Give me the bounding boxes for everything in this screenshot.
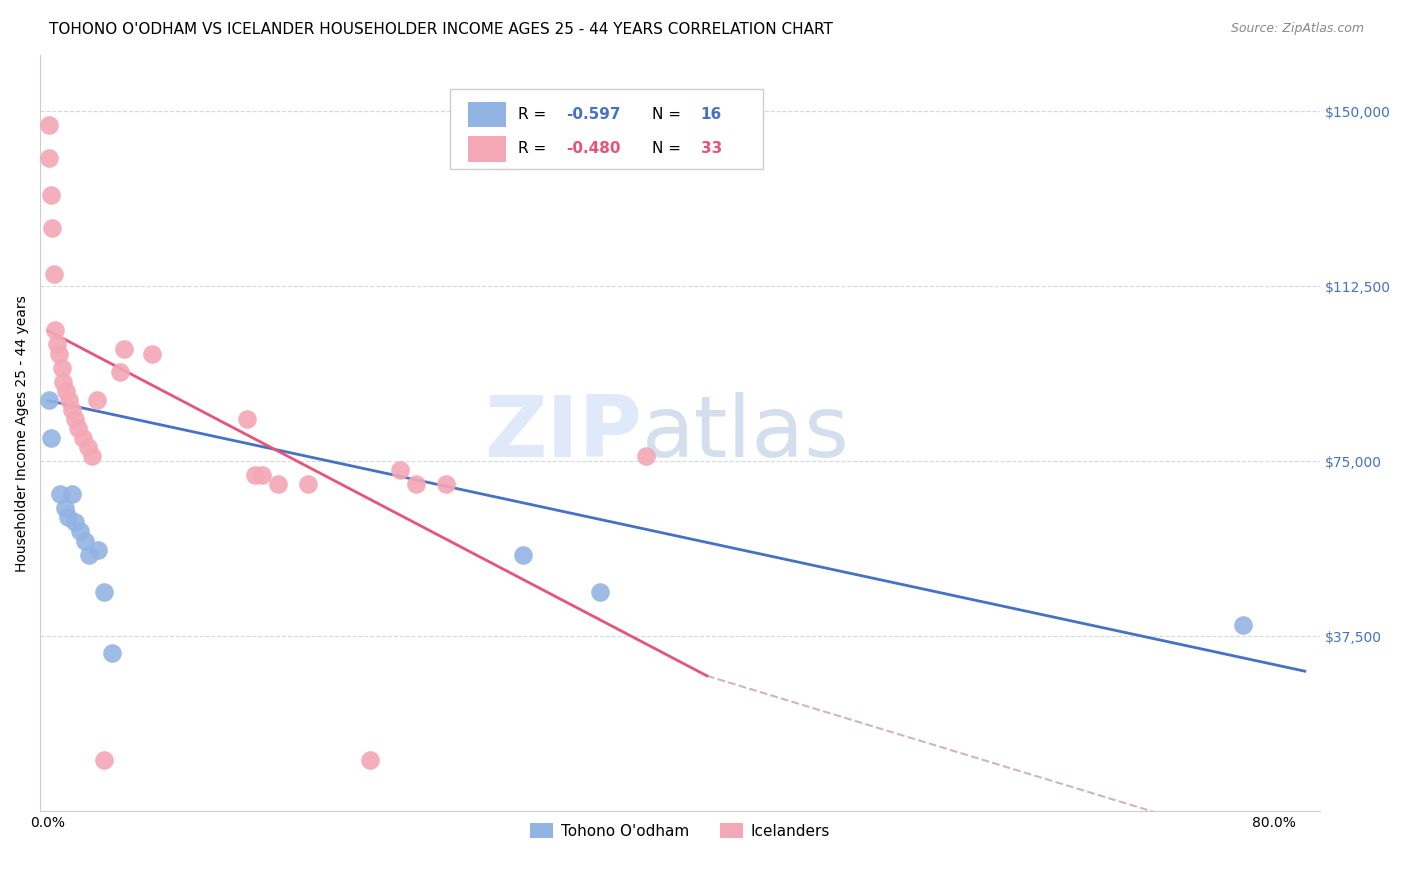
Point — [69, 524, 91, 538]
Text: R =: R = — [517, 142, 551, 156]
Point — [112, 342, 135, 356]
Point — [46, 337, 69, 351]
Point — [42, 268, 65, 282]
Point — [60, 487, 83, 501]
Point — [141, 347, 163, 361]
Text: ZIP: ZIP — [484, 392, 641, 475]
Point — [86, 393, 108, 408]
FancyBboxPatch shape — [468, 102, 506, 128]
Text: atlas: atlas — [641, 392, 849, 475]
Text: TOHONO O'ODHAM VS ICELANDER HOUSEHOLDER INCOME AGES 25 - 44 YEARS CORRELATION CH: TOHONO O'ODHAM VS ICELANDER HOUSEHOLDER … — [49, 22, 834, 37]
Text: 16: 16 — [700, 107, 721, 122]
Point — [77, 548, 100, 562]
Legend: Tohono O'odham, Icelanders: Tohono O'odham, Icelanders — [524, 817, 837, 845]
Point — [44, 324, 66, 338]
Text: -0.597: -0.597 — [567, 107, 620, 122]
Point — [101, 646, 124, 660]
Point — [93, 584, 115, 599]
Point — [236, 412, 259, 426]
Point — [56, 510, 79, 524]
Point — [389, 463, 412, 477]
Text: N =: N = — [652, 142, 686, 156]
Y-axis label: Householder Income Ages 25 - 44 years: Householder Income Ages 25 - 44 years — [15, 294, 30, 572]
Point — [58, 393, 80, 408]
Point — [76, 440, 98, 454]
FancyBboxPatch shape — [450, 89, 763, 169]
Point — [108, 366, 131, 380]
Text: 33: 33 — [700, 142, 721, 156]
Point — [297, 477, 319, 491]
Point — [38, 393, 60, 408]
Point — [512, 548, 534, 562]
Point — [55, 384, 77, 399]
Point — [49, 487, 72, 501]
Point — [53, 500, 76, 515]
Text: Source: ZipAtlas.com: Source: ZipAtlas.com — [1230, 22, 1364, 36]
Point — [87, 542, 110, 557]
Point — [39, 188, 62, 202]
Point — [51, 360, 73, 375]
Point — [93, 753, 115, 767]
Point — [67, 421, 90, 435]
Point — [73, 533, 96, 548]
Point — [72, 431, 94, 445]
Point — [1232, 617, 1254, 632]
Point — [82, 450, 104, 464]
Point — [252, 468, 274, 483]
Point — [434, 477, 457, 491]
FancyBboxPatch shape — [468, 136, 506, 161]
Text: N =: N = — [652, 107, 686, 122]
Point — [588, 584, 610, 599]
Point — [359, 753, 381, 767]
Point — [38, 151, 60, 165]
Point — [41, 220, 63, 235]
Point — [38, 118, 60, 132]
Point — [60, 402, 83, 417]
Point — [243, 468, 266, 483]
Point — [52, 375, 75, 389]
Point — [65, 515, 87, 529]
Point — [65, 412, 87, 426]
Point — [634, 450, 657, 464]
Point — [39, 431, 62, 445]
Text: -0.480: -0.480 — [567, 142, 620, 156]
Point — [48, 347, 70, 361]
Point — [267, 477, 290, 491]
Text: R =: R = — [517, 107, 551, 122]
Point — [405, 477, 427, 491]
